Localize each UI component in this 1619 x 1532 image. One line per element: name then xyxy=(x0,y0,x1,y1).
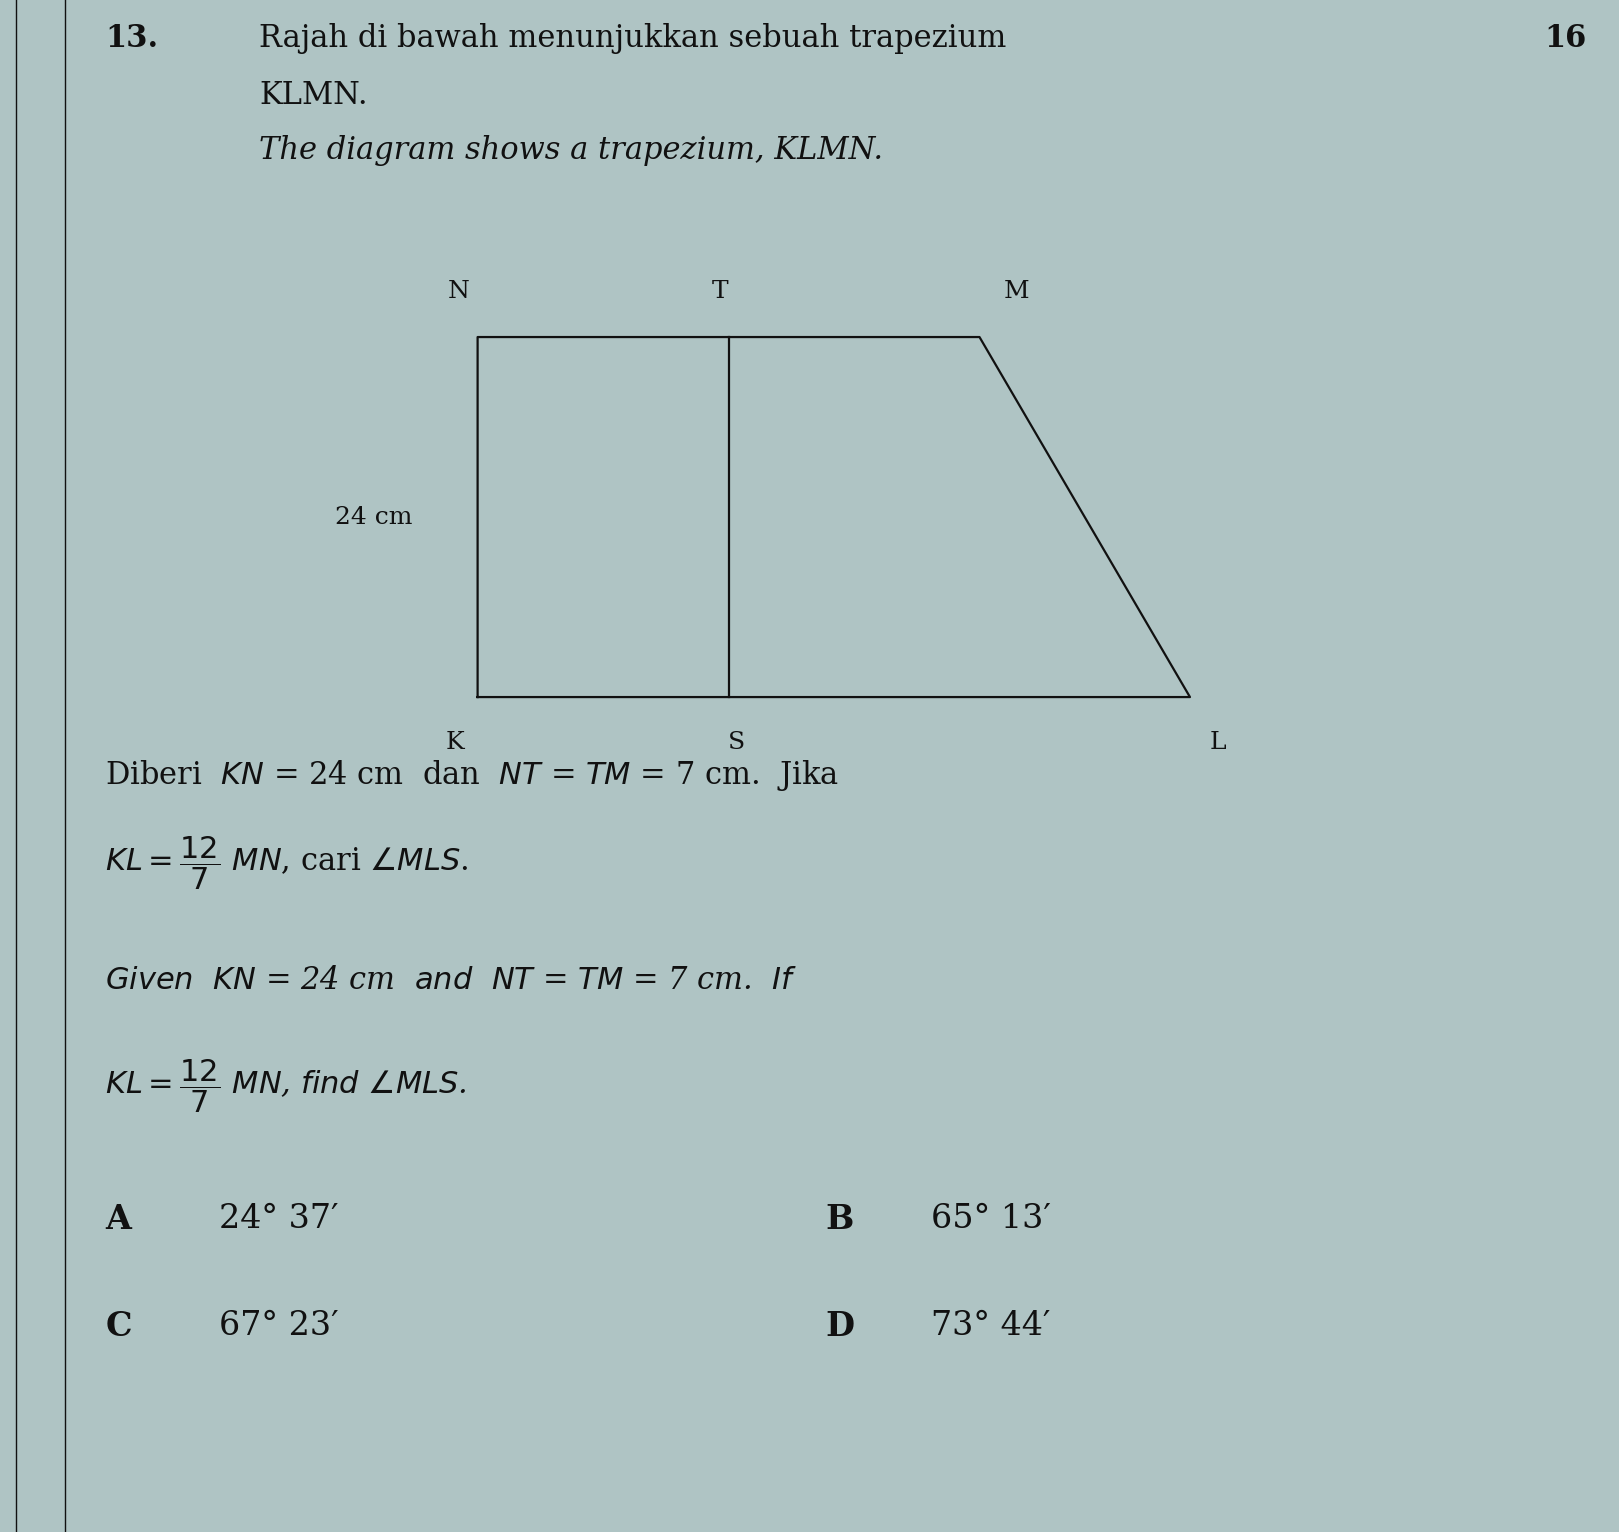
Text: C: C xyxy=(105,1310,131,1344)
Text: $KL = \dfrac{12}{7}$ $MN$, $find$ $\angle MLS$.: $KL = \dfrac{12}{7}$ $MN$, $find$ $\angl… xyxy=(105,1057,468,1115)
Text: $Given$  $KN$ = 24 cm  $and$  $NT$ = $TM$ = 7 cm.  $If$: $Given$ $KN$ = 24 cm $and$ $NT$ = $TM$ =… xyxy=(105,965,797,996)
Text: M: M xyxy=(1004,280,1030,303)
Text: L: L xyxy=(1209,731,1226,754)
Text: A: A xyxy=(105,1203,131,1236)
Text: $KL = \dfrac{12}{7}$ $MN$, cari $\angle MLS$.: $KL = \dfrac{12}{7}$ $MN$, cari $\angle … xyxy=(105,835,468,893)
Text: The diagram shows a trapezium, KLMN.: The diagram shows a trapezium, KLMN. xyxy=(259,135,884,165)
Text: 24° 37′: 24° 37′ xyxy=(219,1203,338,1235)
Text: T: T xyxy=(712,280,729,303)
Text: K: K xyxy=(445,731,465,754)
Text: 13.: 13. xyxy=(105,23,159,54)
Text: Rajah di bawah menunjukkan sebuah trapezium: Rajah di bawah menunjukkan sebuah trapez… xyxy=(259,23,1007,54)
Text: 16: 16 xyxy=(1545,23,1587,54)
Text: KLMN.: KLMN. xyxy=(259,80,368,110)
Text: 65° 13′: 65° 13′ xyxy=(931,1203,1051,1235)
Text: 67° 23′: 67° 23′ xyxy=(219,1310,338,1342)
Text: B: B xyxy=(826,1203,855,1236)
Text: N: N xyxy=(447,280,470,303)
Text: 73° 44′: 73° 44′ xyxy=(931,1310,1051,1342)
Text: Diberi  $KN$ = 24 cm  dan  $NT$ = $TM$ = 7 cm.  Jika: Diberi $KN$ = 24 cm dan $NT$ = $TM$ = 7 … xyxy=(105,758,839,794)
Text: D: D xyxy=(826,1310,855,1344)
Text: 24 cm: 24 cm xyxy=(335,506,413,529)
Text: S: S xyxy=(729,731,745,754)
